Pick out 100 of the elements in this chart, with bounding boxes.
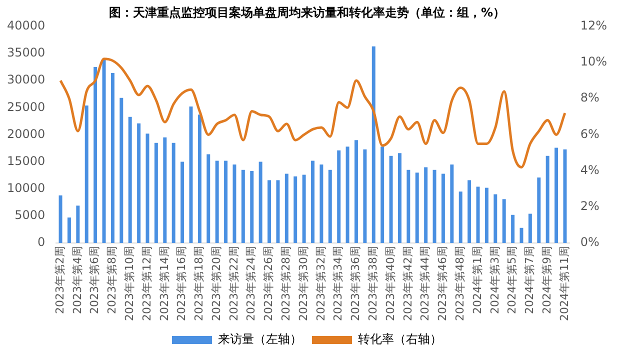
bar xyxy=(268,180,272,244)
y-tick-label: 15000 xyxy=(6,154,46,168)
bar xyxy=(302,174,306,244)
x-tick-label: 2023年第46周 xyxy=(436,246,450,322)
bar xyxy=(372,46,376,244)
x-tick-label: 2023年第28周 xyxy=(280,246,293,322)
y2-tick-label: 6% xyxy=(580,126,600,141)
x-tick-label: 2023年第4周 xyxy=(70,246,84,314)
y-tick-label: 35000 xyxy=(6,46,46,60)
x-tick-label: 2023年第32周 xyxy=(314,246,328,322)
bar xyxy=(172,142,176,244)
x-tick-label: 2023年第40周 xyxy=(384,246,397,322)
x-tick-label: 2024年第9周 xyxy=(540,246,554,314)
x-tick-label: 2023年第24周 xyxy=(244,246,258,322)
x-tick-label: 2024年第3周 xyxy=(488,246,502,314)
x-tick-label: 2023年第18周 xyxy=(192,246,206,322)
y-tick-label: 5000 xyxy=(14,208,46,222)
bar xyxy=(311,160,314,244)
bar xyxy=(102,58,106,244)
x-tick-label: 2023年第42周 xyxy=(401,246,414,322)
x-tick-label: 2023年第34周 xyxy=(332,246,345,322)
bar xyxy=(441,174,445,244)
y-tick-label: 25000 xyxy=(6,100,46,114)
y2-tick-label: 12% xyxy=(580,18,607,33)
legend-label: 转化率（右轴） xyxy=(358,332,442,346)
bar xyxy=(163,137,167,244)
bar xyxy=(206,154,210,244)
y2-tick-label: 8% xyxy=(580,90,600,105)
bar xyxy=(380,146,384,244)
x-tick-label: 2023年第10周 xyxy=(122,246,136,322)
bar xyxy=(528,214,532,244)
y-tick-label: 30000 xyxy=(6,72,46,87)
bar xyxy=(84,105,88,244)
bar xyxy=(328,170,332,244)
bar xyxy=(215,160,219,244)
bar xyxy=(563,149,567,244)
bar xyxy=(424,167,428,244)
x-tick-label: 2023年第44周 xyxy=(418,246,432,322)
bar xyxy=(294,176,298,244)
x-tick-label: 2023年第16周 xyxy=(175,246,188,322)
y-tick-label: 40000 xyxy=(6,18,46,33)
x-tick-label: 2024年第5周 xyxy=(506,246,519,314)
bar xyxy=(458,192,462,244)
x-tick-label: 2023年第22周 xyxy=(227,246,240,322)
x-tick-label: 2023年第14周 xyxy=(158,246,171,322)
x-tick-label: 2023年第30周 xyxy=(296,246,310,322)
y-tick-label: 0 xyxy=(38,235,46,250)
y-tick-label: 10000 xyxy=(6,180,46,195)
x-tick-label: 2024年第7周 xyxy=(523,246,536,314)
bar xyxy=(58,195,62,244)
y2-tick-label: 0% xyxy=(580,235,600,250)
bar xyxy=(232,164,236,244)
bar xyxy=(450,164,454,244)
bar xyxy=(337,150,341,244)
x-tick-label: 2023年第48周 xyxy=(453,246,466,322)
bar xyxy=(76,206,80,244)
bar xyxy=(189,106,193,244)
bar xyxy=(354,140,358,244)
x-tick-label: 2024年第11周 xyxy=(558,246,571,322)
y2-tick-label: 10% xyxy=(580,54,607,69)
x-tick-label: 2024年第1周 xyxy=(470,246,484,314)
bar xyxy=(546,156,550,244)
y2-tick-label: 4% xyxy=(580,162,600,177)
bar xyxy=(554,148,558,244)
bar xyxy=(276,180,280,244)
bar xyxy=(224,160,228,244)
bar xyxy=(406,170,410,244)
bar xyxy=(537,177,541,244)
bar xyxy=(258,162,262,244)
bar xyxy=(363,149,367,244)
bar xyxy=(320,164,324,244)
bar xyxy=(502,199,506,244)
bar xyxy=(511,214,515,244)
legend-label: 来访量（左轴） xyxy=(218,332,302,346)
x-tick-label: 2023年第38周 xyxy=(366,246,380,322)
bar xyxy=(180,162,184,244)
bar xyxy=(389,156,393,244)
y-tick-label: 20000 xyxy=(6,126,46,141)
bar xyxy=(494,194,498,244)
bar xyxy=(468,180,472,244)
bar xyxy=(432,170,436,244)
bar xyxy=(346,146,350,244)
x-tick-label: 2023年第2周 xyxy=(53,246,66,314)
bar xyxy=(198,114,202,244)
bar xyxy=(94,67,98,244)
x-tick-label: 2023年第26周 xyxy=(262,246,276,322)
bar xyxy=(128,116,132,244)
bar xyxy=(110,72,114,244)
x-tick-label: 2023年第12周 xyxy=(140,246,154,322)
bar xyxy=(67,218,71,244)
bar xyxy=(284,174,288,244)
bar xyxy=(241,170,245,244)
line-series xyxy=(59,58,566,168)
bar xyxy=(250,170,254,244)
x-tick-label: 2023年第6周 xyxy=(88,246,102,314)
x-tick-label: 2023年第8周 xyxy=(106,246,119,314)
bar xyxy=(137,123,141,244)
bar xyxy=(484,188,488,244)
chart-title: 图：天津重点监控项目案场单盘周均来访量和转化率走势（单位：组，%） xyxy=(108,5,506,20)
bar xyxy=(154,142,158,244)
